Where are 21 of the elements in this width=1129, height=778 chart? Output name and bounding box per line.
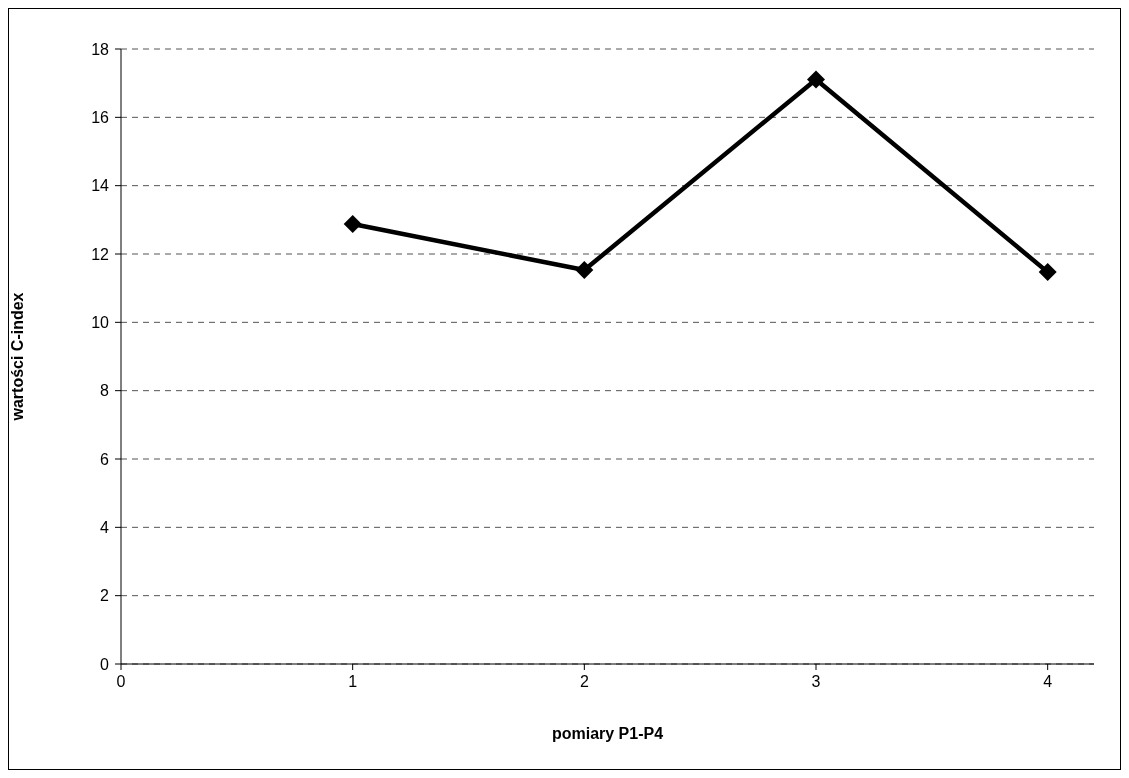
x-axis-title: pomiary P1-P4	[551, 725, 664, 742]
point	[1038, 263, 1057, 282]
x-tick-label: 2	[579, 673, 589, 691]
y-axis-title: wartości C-index	[8, 292, 26, 422]
x-tick-label: 3	[811, 673, 821, 691]
y-tick-label: 4	[100, 519, 110, 537]
y-tick-label: 14	[91, 177, 110, 195]
y-tick-label: 8	[100, 382, 110, 400]
x-tick-label: 0	[116, 673, 126, 691]
point	[575, 261, 594, 280]
point	[343, 214, 362, 233]
y-tick-label: 0	[100, 655, 110, 673]
point	[807, 70, 825, 89]
x-tick-label: 4	[1043, 673, 1053, 691]
y-tick-label: 16	[91, 109, 110, 127]
y-tick-label: 12	[91, 245, 110, 263]
y-tick-label: 10	[91, 314, 110, 332]
y-tick-label: 6	[100, 450, 110, 468]
x-tick-label: 1	[348, 673, 358, 691]
y-tick-label: 18	[91, 40, 110, 58]
y-tick-label: 2	[100, 587, 110, 605]
